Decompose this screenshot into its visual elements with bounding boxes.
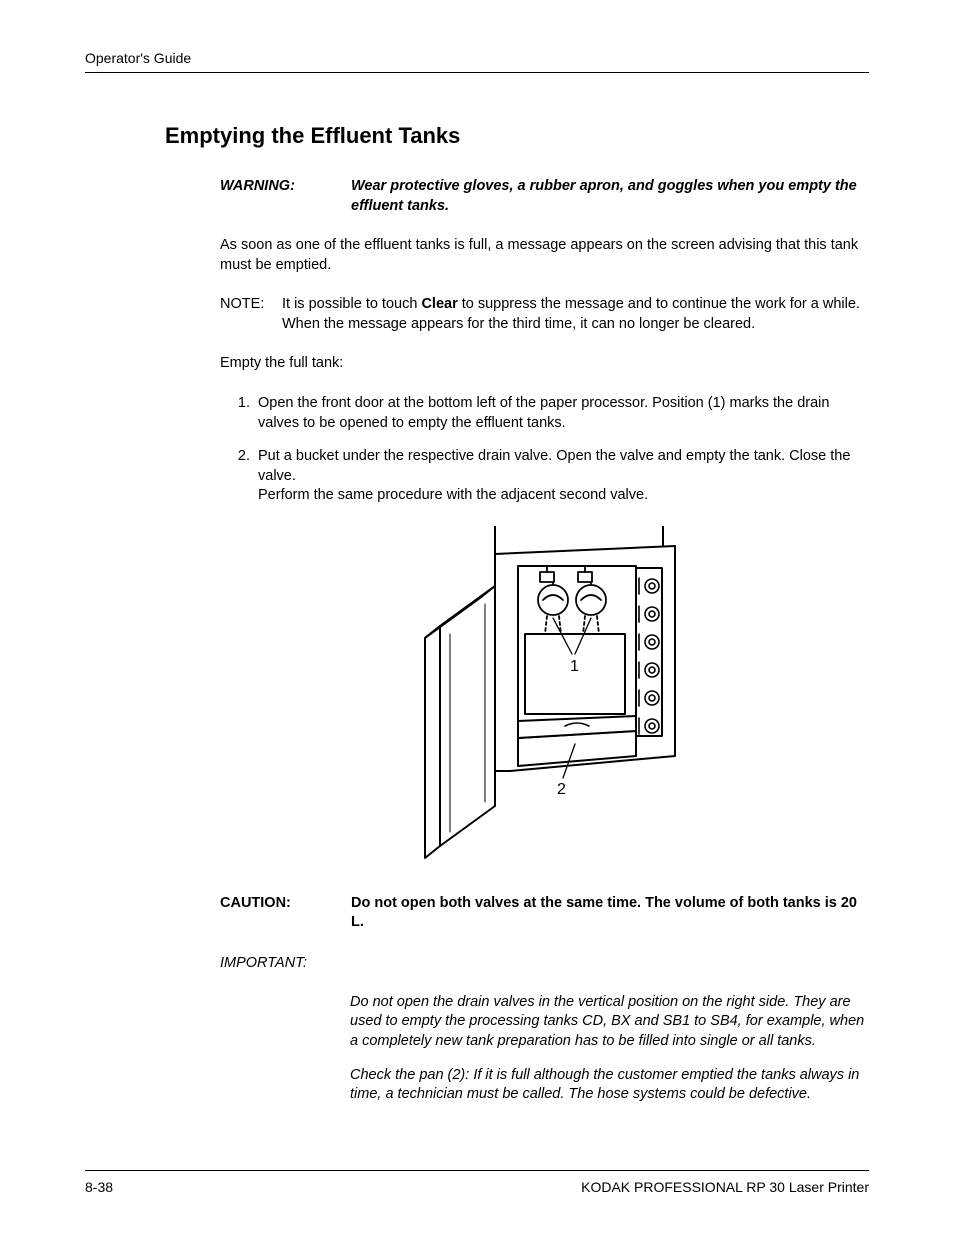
steps-list: Open the front door at the bottom left o… bbox=[220, 394, 869, 506]
note-block: NOTE: It is possible to touch Clear to s… bbox=[220, 295, 869, 334]
warning-text: Wear protective gloves, a rubber apron, … bbox=[351, 177, 869, 216]
note-pre: It is possible to touch bbox=[282, 296, 421, 312]
warning-label: WARNING: bbox=[220, 177, 315, 216]
note-label: NOTE: bbox=[220, 295, 272, 334]
page-header: Operator's Guide bbox=[85, 50, 869, 73]
footer-pagenum: 8-38 bbox=[85, 1179, 113, 1195]
effluent-tank-diagram: 1 2 bbox=[405, 526, 685, 866]
section-body: WARNING: Wear protective gloves, a rubbe… bbox=[220, 177, 869, 1105]
figure: 1 2 bbox=[220, 526, 869, 866]
caution-block: CAUTION: Do not open both valves at the … bbox=[220, 894, 869, 933]
figure-callout-2: 2 bbox=[557, 781, 566, 798]
header-left: Operator's Guide bbox=[85, 50, 191, 66]
page-footer: 8-38 KODAK PROFESSIONAL RP 30 Laser Prin… bbox=[85, 1170, 869, 1195]
section-heading: Emptying the Effluent Tanks bbox=[165, 123, 869, 149]
note-body: It is possible to touch Clear to suppres… bbox=[282, 295, 869, 334]
important-label: IMPORTANT: bbox=[220, 955, 869, 971]
page-content: Emptying the Effluent Tanks WARNING: Wea… bbox=[165, 123, 869, 1105]
note-bold: Clear bbox=[421, 296, 457, 312]
step-item: Put a bucket under the respective drain … bbox=[254, 447, 869, 506]
warning-block: WARNING: Wear protective gloves, a rubbe… bbox=[220, 177, 869, 216]
intro-paragraph: As soon as one of the effluent tanks is … bbox=[220, 236, 869, 275]
important-body: Do not open the drain valves in the vert… bbox=[350, 993, 869, 1105]
footer-product: KODAK PROFESSIONAL RP 30 Laser Printer bbox=[581, 1179, 869, 1195]
caution-label: CAUTION: bbox=[220, 894, 315, 933]
important-p1: Do not open the drain valves in the vert… bbox=[350, 993, 869, 1052]
caution-text: Do not open both valves at the same time… bbox=[351, 894, 869, 933]
empty-instruction: Empty the full tank: bbox=[220, 354, 869, 374]
step-item: Open the front door at the bottom left o… bbox=[254, 394, 869, 433]
figure-callout-1: 1 bbox=[570, 658, 579, 675]
important-p2: Check the pan (2): If it is full althoug… bbox=[350, 1066, 869, 1105]
